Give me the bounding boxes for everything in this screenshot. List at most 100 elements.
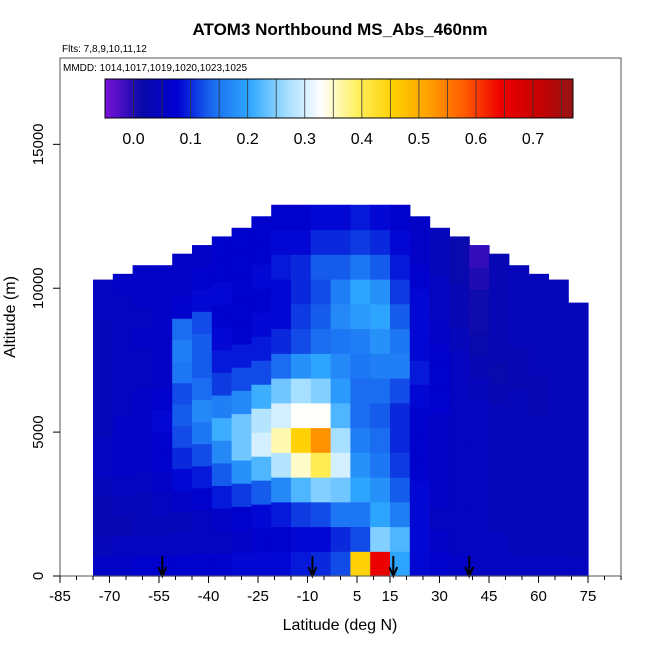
x-tick-label: -85	[49, 588, 71, 605]
colorbar-swatch	[204, 79, 208, 118]
heatmap-cell	[251, 240, 272, 265]
colorbar-swatch	[438, 79, 442, 118]
colorbar-swatch	[151, 79, 156, 118]
heatmap-cell	[211, 485, 233, 509]
heatmap-cell	[409, 432, 431, 457]
colorbar-swatch	[444, 79, 448, 118]
heatmap-cell	[112, 334, 134, 356]
heatmap-cell	[93, 338, 114, 360]
heatmap-cell	[508, 306, 530, 328]
heatmap-cell	[409, 552, 431, 577]
heatmap-cell	[469, 509, 490, 533]
colorbar-swatch	[406, 79, 410, 118]
heatmap-cell	[330, 427, 351, 453]
heatmap-cell	[172, 361, 193, 384]
heatmap-cell	[132, 348, 153, 370]
heatmap-cell	[211, 304, 233, 328]
colorbar-swatch	[192, 79, 197, 118]
heatmap-cell	[231, 483, 252, 507]
colorbar-swatch	[564, 79, 568, 118]
heatmap-cell	[409, 312, 431, 337]
heatmap-cell	[350, 452, 371, 478]
heatmap-cell	[231, 413, 252, 438]
heatmap-cell	[548, 358, 569, 379]
heatmap-cell	[370, 303, 391, 330]
heatmap-cell	[489, 339, 510, 362]
heatmap-cell	[489, 425, 510, 448]
heatmap-cell	[231, 274, 252, 299]
colorbar-swatch	[353, 79, 358, 118]
heatmap-cell	[489, 447, 510, 470]
colorbar-swatch	[230, 79, 235, 118]
heatmap-cell	[251, 216, 272, 241]
heatmap-cell	[132, 451, 153, 473]
colorbar-swatch	[473, 79, 477, 118]
heatmap-cell	[370, 328, 391, 354]
heatmap-cell	[93, 319, 114, 340]
colorbar-swatch	[303, 79, 308, 118]
colorbar-swatch	[210, 79, 214, 118]
heatmap-cell	[350, 551, 371, 577]
colorbar-swatch	[166, 79, 170, 118]
colorbar-swatch	[420, 79, 425, 118]
heatmap-cell	[271, 279, 292, 305]
colorbar-swatch	[555, 79, 559, 118]
colorbar-swatch	[236, 79, 241, 118]
heatmap-cell	[370, 452, 391, 478]
heatmap-cell	[568, 484, 589, 504]
colorbar-tick-label: 0.3	[294, 131, 316, 148]
heatmap-cell	[330, 501, 351, 528]
heatmap-cell	[152, 368, 173, 391]
heatmap-cell	[449, 304, 470, 328]
heatmap-cell	[370, 229, 391, 255]
heatmap-cell	[271, 452, 292, 478]
heatmap-cell	[192, 289, 213, 312]
heatmap-cell	[132, 513, 153, 536]
heatmap-cell	[350, 378, 371, 404]
flights-note: Flts: 7,8,9,10,11,12	[62, 44, 147, 55]
heatmap-cell	[251, 360, 272, 385]
colorbar-swatch	[140, 79, 144, 118]
heatmap-cell	[172, 447, 193, 470]
heatmap-cell	[172, 490, 193, 513]
heatmap-cell	[211, 530, 233, 554]
heatmap-cell	[409, 528, 431, 553]
heatmap-cell	[112, 354, 134, 376]
colorbar-swatch	[567, 79, 571, 118]
heatmap-cell	[489, 361, 510, 384]
colorbar-swatch	[499, 79, 504, 118]
colorbar-swatch	[186, 79, 191, 118]
heatmap-cell	[251, 552, 272, 577]
heatmap-cell	[489, 468, 510, 491]
heatmap-cell	[112, 535, 134, 557]
heatmap-cell	[93, 477, 114, 498]
colorbar-swatch	[470, 79, 475, 118]
heatmap-cell	[469, 311, 490, 334]
heatmap-cell	[132, 534, 153, 556]
colorbar-swatch	[233, 79, 238, 118]
heatmap-cell	[291, 204, 312, 231]
heatmap-cell	[528, 555, 549, 577]
heatmap-cell	[112, 515, 134, 537]
colorbar-swatch	[365, 79, 369, 118]
heatmap-cell	[568, 466, 589, 486]
colorbar-swatch	[298, 79, 302, 118]
heatmap-cell	[390, 229, 411, 255]
heatmap-cell	[93, 378, 114, 399]
x-tick-label: -25	[247, 588, 269, 605]
heatmap-cell	[568, 339, 589, 358]
heatmap-cell	[390, 501, 411, 528]
colorbar-swatch	[467, 79, 472, 118]
heatmap-cell	[330, 526, 351, 552]
heatmap-cell	[568, 320, 589, 340]
heatmap-cell	[508, 389, 530, 411]
heatmap-cell	[350, 526, 371, 552]
heatmap-cell	[409, 504, 431, 529]
colorbar-swatch	[523, 79, 527, 118]
heatmap-cell	[508, 348, 530, 370]
heatmap-cell	[370, 204, 391, 231]
colorbar-swatch	[283, 79, 287, 118]
heatmap-cell	[132, 368, 153, 391]
heatmap-cell	[469, 421, 490, 445]
heatmap-cell	[271, 551, 292, 577]
